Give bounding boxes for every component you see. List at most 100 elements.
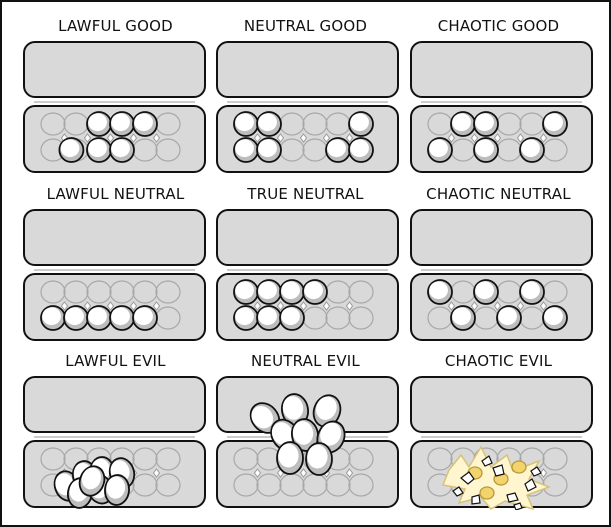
egg (542, 305, 568, 331)
carton-divider (493, 301, 502, 311)
egg-carton-true-neutral (215, 208, 400, 343)
egg-cup (348, 280, 374, 304)
smashed-eggs (441, 445, 552, 510)
carton-divider (253, 468, 262, 478)
egg-cup (63, 280, 89, 304)
egg (132, 305, 158, 331)
carton-lid (410, 376, 593, 433)
egg (279, 279, 305, 305)
egg-carton-neutral-good (215, 40, 400, 175)
egg-carton-lawful-good (22, 40, 207, 175)
carton-lid (23, 41, 206, 98)
egg-cup (233, 447, 259, 471)
yolk (479, 486, 495, 500)
carton-divider (447, 301, 456, 311)
panel-label-chaotic-evil: CHAOTIC EVIL (444, 352, 553, 370)
shell-fragment (513, 502, 523, 510)
egg (473, 111, 499, 137)
panel-label-lawful-neutral: LAWFUL NEUTRAL (46, 185, 185, 203)
carton-divider (345, 468, 354, 478)
carton-divider (447, 133, 456, 143)
carton-divider (470, 301, 479, 311)
carton-lid (23, 209, 206, 266)
carton-divider (539, 133, 548, 143)
egg-cup (233, 473, 259, 497)
egg (312, 394, 342, 428)
shell-fragment (524, 478, 537, 492)
egg-cup (40, 112, 66, 136)
egg-cup (155, 280, 181, 304)
egg-cup (155, 447, 181, 471)
egg (276, 441, 304, 475)
egg (63, 305, 89, 331)
carton-divider (152, 133, 161, 143)
carton-divider (276, 301, 285, 311)
egg (427, 279, 453, 305)
egg (104, 474, 130, 506)
carton-divider (539, 468, 548, 478)
egg (519, 137, 545, 163)
panel-label-lawful-evil: LAWFUL EVIL (65, 352, 166, 370)
yolk (511, 460, 527, 474)
carton-divider (83, 133, 92, 143)
egg-carton-chaotic-neutral (409, 208, 594, 343)
egg-carton-lawful-neutral (22, 208, 207, 343)
egg (109, 305, 135, 331)
panel-label-neutral-evil: NEUTRAL EVIL (251, 352, 360, 370)
egg-cup (132, 280, 158, 304)
egg-carton-neutral-evil (215, 375, 400, 510)
egg-cup (132, 447, 158, 471)
carton-divider (299, 133, 308, 143)
carton-lid (23, 376, 206, 433)
egg (348, 137, 374, 163)
egg (86, 111, 112, 137)
egg (325, 137, 351, 163)
egg-cup (302, 112, 328, 136)
shell-fragment (492, 464, 505, 477)
panel-label-chaotic-good: CHAOTIC GOOD (437, 17, 560, 35)
carton-divider (470, 133, 479, 143)
egg (473, 279, 499, 305)
carton-lid (216, 41, 399, 98)
carton-divider (152, 301, 161, 311)
carton-lid (216, 209, 399, 266)
egg-cup (325, 306, 351, 330)
carton-divider (129, 133, 138, 143)
egg-cup (542, 447, 568, 471)
egg (542, 111, 568, 137)
egg-cup (348, 473, 374, 497)
egg-carton-chaotic-evil (409, 375, 594, 510)
egg (109, 137, 135, 163)
shell-fragment (506, 492, 519, 503)
egg (256, 305, 282, 331)
panel-label-true-neutral: TRUE NEUTRAL (247, 185, 364, 203)
egg (256, 111, 282, 137)
egg-cup (40, 280, 66, 304)
carton-divider (276, 133, 285, 143)
egg (302, 279, 328, 305)
egg (305, 442, 333, 476)
egg-cup (427, 447, 453, 471)
carton-divider (83, 301, 92, 311)
egg (132, 111, 158, 137)
egg (256, 279, 282, 305)
carton-divider (322, 133, 331, 143)
carton-divider (253, 133, 262, 143)
egg (58, 137, 85, 163)
egg (40, 305, 66, 331)
egg-cup (155, 138, 181, 162)
egg-carton-chaotic-good (409, 40, 594, 175)
egg-cup (109, 280, 135, 304)
carton-divider (152, 468, 161, 478)
carton-divider (516, 133, 525, 143)
panel-label-chaotic-neutral: CHAOTIC NEUTRAL (426, 185, 571, 203)
egg (109, 111, 135, 137)
egg (233, 305, 259, 331)
carton-lid (410, 41, 593, 98)
shell-fragment (460, 471, 475, 485)
carton-divider (106, 301, 115, 311)
carton-divider (493, 133, 502, 143)
panel-label-lawful-good: LAWFUL GOOD (58, 17, 173, 35)
carton-divider (345, 301, 354, 311)
